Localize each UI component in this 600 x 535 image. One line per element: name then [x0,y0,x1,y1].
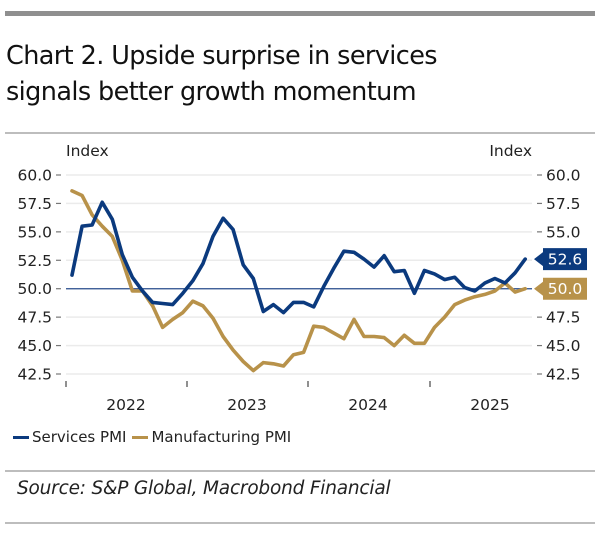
legend-label-manufacturing: Manufacturing PMI [151,428,292,446]
y-axis-right-label: Index [489,142,532,160]
x-tick-label: 2022 [106,396,145,414]
x-axis: 2022 2023 2024 2025 [65,381,510,414]
legend-label-services: Services PMI [32,428,127,446]
legend-item-services: Services PMI [13,428,126,446]
manufacturing-last-value-tag: 50.0 [534,277,587,300]
chart-title: Chart 2. Upside surprise in services sig… [6,38,596,110]
y-tick-label-left: 60.0 [17,167,52,185]
y-tick-label-left: 50.0 [17,280,52,298]
x-tick-label: 2023 [227,396,266,414]
y-tick-label-right: 45.0 [546,337,581,355]
chart-legend: Services PMI Manufacturing PMI [13,428,297,446]
y-tick-label-left: 45.0 [17,337,52,355]
chart-title-line-2: signals better growth momentum [6,77,417,107]
y-tick-label-left: 52.5 [17,252,52,270]
x-tick-label: 2025 [470,396,509,414]
y-tick-label-right: 55.0 [546,223,581,241]
legend-swatch-services [13,435,29,439]
y-tick-label-left: 47.5 [17,309,52,327]
legend-swatch-manufacturing [132,435,149,439]
chart-title-line-1: Chart 2. Upside surprise in services [6,41,438,71]
title-divider [5,132,595,134]
y-axis-left: 60.0 57.5 55.0 52.5 50.0 47.5 45.0 42.5 [17,167,61,384]
legend-item-manufacturing: Manufacturing PMI [132,428,291,446]
tag-background [534,277,587,300]
pmi-line-chart: 60.0 57.5 55.0 52.5 50.0 47.5 45.0 42.5 60.0 57.… [17,142,587,414]
services-last-value-tag: 52.6 [534,248,587,271]
series-lines [70,189,528,373]
tag-value: 52.6 [548,251,583,269]
y-tick-label-right: 47.5 [546,309,581,327]
services-pmi-line [70,200,528,315]
x-tick-label: 2024 [348,396,387,414]
legend-divider [5,470,595,472]
y-tick-label-right: 42.5 [546,366,581,384]
top-divider [5,11,595,16]
y-tick-label-right: 60.0 [546,167,581,185]
y-tick-label-left: 55.0 [17,223,52,241]
y-tick-label-left: 42.5 [17,366,52,384]
y-tick-label-left: 57.5 [17,195,52,213]
y-axis-left-label: Index [66,142,109,160]
gridlines [66,174,532,375]
tag-value: 50.0 [548,280,583,298]
y-axis-right: 60.057.555.052.550.047.545.042.5 [537,167,581,384]
y-tick-label-right: 57.5 [546,195,581,213]
last-value-tags: 52.6 50.0 [534,248,587,300]
bottom-divider [5,522,595,524]
tag-background [534,248,587,271]
source-note: Source: S&P Global, Macrobond Financial [17,478,391,499]
